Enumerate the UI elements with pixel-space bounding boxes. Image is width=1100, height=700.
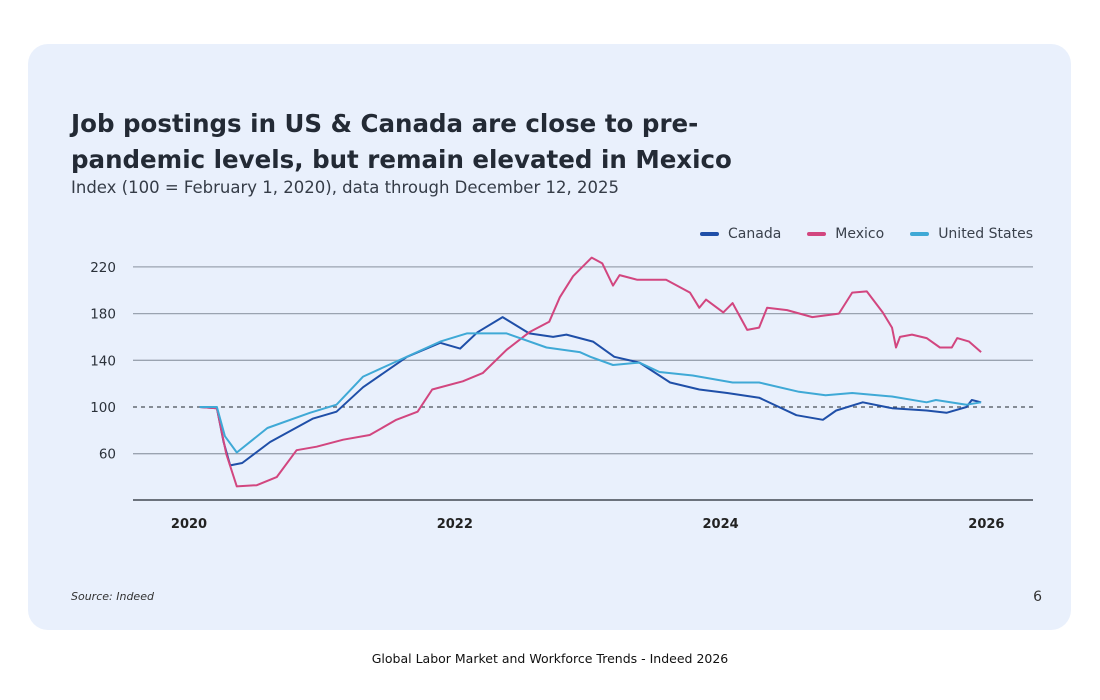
source-note: Source: Indeed: [71, 590, 154, 603]
y-tick-label: 220: [90, 260, 116, 276]
legend-item-canada: Canada: [700, 226, 781, 242]
legend: Canada Mexico United States: [700, 226, 1033, 242]
x-tick-label: 2022: [437, 517, 473, 532]
x-tick-label: 2024: [703, 517, 739, 532]
legend-label: Canada: [728, 226, 782, 242]
page-number: 6: [1033, 589, 1042, 605]
series-line-canada: [199, 316, 982, 467]
legend-swatch: [807, 232, 827, 236]
y-tick-label: 140: [90, 353, 116, 369]
legend-item-mexico: Mexico: [807, 226, 884, 242]
x-tick-label: 2020: [171, 517, 207, 532]
legend-label: Mexico: [835, 226, 885, 242]
chart-title: Job postings in US & Canada are close to…: [71, 109, 732, 174]
y-tick-label: 60: [99, 447, 116, 463]
series-line-united-states: [199, 332, 982, 454]
y-tick-label: 100: [90, 400, 116, 416]
legend-swatch: [910, 232, 930, 236]
series-line-mexico: [199, 256, 982, 488]
footer-caption: Global Labor Market and Workforce Trends…: [371, 651, 729, 666]
legend-item-united-states: United States: [910, 226, 1033, 242]
x-tick-label: 2026: [968, 517, 1004, 532]
chart-subtitle: Index (100 = February 1, 2020), data thr…: [71, 178, 619, 197]
legend-label: United States: [938, 226, 1033, 242]
legend-swatch: [700, 232, 720, 236]
y-tick-label: 180: [90, 307, 116, 323]
